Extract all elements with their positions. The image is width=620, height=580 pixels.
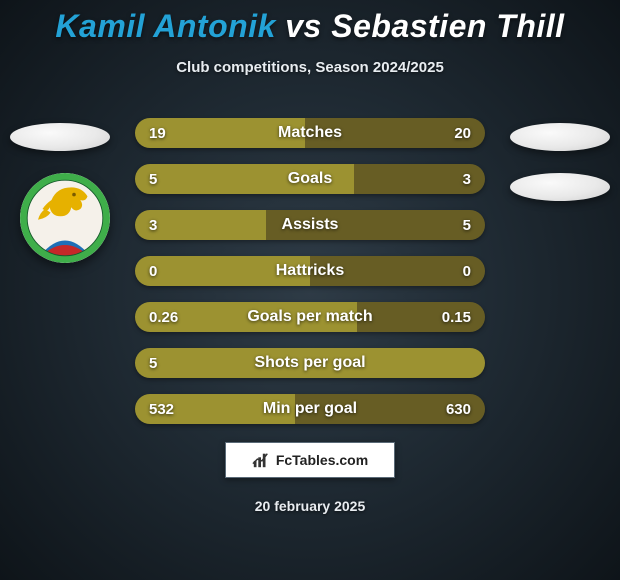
club-badge-left-placeholder bbox=[10, 123, 110, 151]
stat-value-left: 19 bbox=[149, 118, 166, 148]
stat-value-left: 0 bbox=[149, 256, 157, 286]
player1-name: Kamil Antonik bbox=[55, 8, 275, 44]
stat-value-right: 5 bbox=[463, 210, 471, 240]
stat-row: Goals5 3 bbox=[135, 164, 485, 194]
vs-label: vs bbox=[285, 8, 322, 44]
subtitle: Club competitions, Season 2024/2025 bbox=[0, 59, 620, 76]
club-badge-right-placeholder-1 bbox=[510, 123, 610, 151]
stat-label: Shots per goal bbox=[135, 348, 485, 378]
comparison-card: Kamil Antonik vs Sebastien Thill Club co… bbox=[0, 0, 620, 580]
stat-value-right: 0 bbox=[463, 256, 471, 286]
stat-row: Min per goal532 630 bbox=[135, 394, 485, 424]
stat-value-left: 5 bbox=[149, 348, 157, 378]
player2-name: Sebastien Thill bbox=[331, 8, 564, 44]
stat-value-right: 20 bbox=[454, 118, 471, 148]
stat-label: Matches bbox=[135, 118, 485, 148]
stat-label: Goals per match bbox=[135, 302, 485, 332]
stat-value-left: 3 bbox=[149, 210, 157, 240]
stat-label: Assists bbox=[135, 210, 485, 240]
stat-value-left: 0.26 bbox=[149, 302, 178, 332]
stat-value-left: 532 bbox=[149, 394, 174, 424]
stat-row: Matches19 20 bbox=[135, 118, 485, 148]
stat-label: Hattricks bbox=[135, 256, 485, 286]
stat-row: Hattricks0 0 bbox=[135, 256, 485, 286]
page-title: Kamil Antonik vs Sebastien Thill bbox=[0, 0, 620, 45]
stat-value-right: 630 bbox=[446, 394, 471, 424]
club-crest-left bbox=[20, 173, 110, 263]
stat-value-right: 0.15 bbox=[442, 302, 471, 332]
stat-row: Assists3 5 bbox=[135, 210, 485, 240]
club-badge-right-placeholder-2 bbox=[510, 173, 610, 201]
date-label: 20 february 2025 bbox=[0, 498, 620, 514]
fctables-logo[interactable]: FcTables.com bbox=[225, 442, 395, 478]
stat-row: Shots per goal5 bbox=[135, 348, 485, 378]
fctables-label: FcTables.com bbox=[276, 452, 368, 468]
chart-icon bbox=[252, 451, 270, 469]
stat-label: Min per goal bbox=[135, 394, 485, 424]
stat-value-left: 5 bbox=[149, 164, 157, 194]
stat-value-right: 3 bbox=[463, 164, 471, 194]
stat-row: Goals per match0.26 0.15 bbox=[135, 302, 485, 332]
stat-label: Goals bbox=[135, 164, 485, 194]
stat-rows: Matches1920Goals53Assists35Hattricks00Go… bbox=[135, 118, 485, 440]
